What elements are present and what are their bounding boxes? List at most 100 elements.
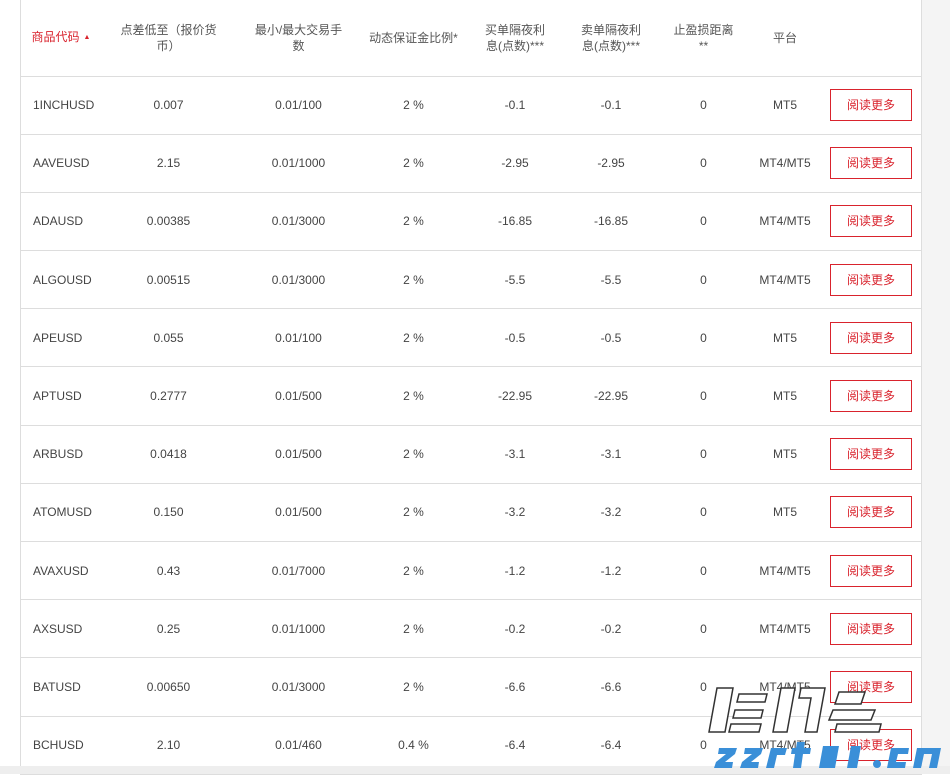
- read-more-button[interactable]: 阅读更多: [830, 554, 912, 587]
- header-spread: 点差低至（报价货币）: [101, 0, 236, 77]
- cell-symbol: AAVEUSD: [21, 134, 101, 193]
- cell-action: 阅读更多: [821, 366, 921, 426]
- cell-platform: MT4/MT5: [749, 250, 821, 310]
- cell-symbol: ATOMUSD: [21, 483, 101, 543]
- cell-stop-level: 0: [658, 76, 749, 135]
- cell-stop-level: 0: [658, 366, 749, 426]
- cell-spread: 0.00650: [101, 657, 236, 717]
- cell-margin: 2 %: [361, 541, 466, 601]
- cell-swap-short: -3.1: [564, 425, 658, 484]
- cell-swap-long: -22.95: [466, 366, 564, 426]
- cell-lots: 0.01/100: [236, 76, 361, 135]
- table-row: ATOMUSD 0.150 0.01/500 2 % -3.2 -3.2 0 MT5 阅读更多: [21, 483, 921, 543]
- read-more-button[interactable]: 阅读更多: [830, 321, 912, 354]
- read-more-button[interactable]: 阅读更多: [830, 263, 912, 296]
- table-row: BATUSD 0.00650 0.01/3000 2 % -6.6 -6.6 0 MT4/MT…: [21, 657, 921, 717]
- header-action: [821, 0, 921, 77]
- cell-platform: MT5: [749, 366, 821, 426]
- cell-symbol: ADAUSD: [21, 192, 101, 252]
- cell-swap-long: -6.6: [466, 657, 564, 717]
- table-row: APEUSD 0.055 0.01/100 2 % -0.5 -0.5 0 MT5 阅读更多: [21, 308, 921, 368]
- cell-lots: 0.01/7000: [236, 541, 361, 601]
- cell-spread: 2.15: [101, 134, 236, 193]
- cell-stop-level: 0: [658, 192, 749, 252]
- cell-swap-short: -3.2: [564, 483, 658, 543]
- cell-stop-level: 0: [658, 425, 749, 484]
- cell-margin: 2 %: [361, 657, 466, 717]
- cell-swap-long: -0.2: [466, 599, 564, 659]
- cell-platform: MT5: [749, 425, 821, 484]
- cell-swap-short: -1.2: [564, 541, 658, 601]
- read-more-button[interactable]: 阅读更多: [830, 89, 912, 122]
- table-row: 1INCHUSD 0.007 0.01/100 2 % -0.1 -0.1 0 MT5 阅读更多: [21, 76, 921, 135]
- cell-stop-level: 0: [658, 250, 749, 310]
- cell-action: 阅读更多: [821, 192, 921, 252]
- scrollbar-track[interactable]: [922, 0, 950, 774]
- cell-action: 阅读更多: [821, 541, 921, 601]
- cell-symbol: AXSUSD: [21, 599, 101, 659]
- cell-margin: 2 %: [361, 134, 466, 193]
- cell-swap-long: -0.5: [466, 308, 564, 368]
- cell-action: 阅读更多: [821, 250, 921, 310]
- read-more-button[interactable]: 阅读更多: [830, 147, 912, 180]
- cell-spread: 0.2777: [101, 366, 236, 426]
- cell-stop-level: 0: [658, 599, 749, 659]
- read-more-button[interactable]: 阅读更多: [830, 729, 912, 762]
- cell-spread: 0.25: [101, 599, 236, 659]
- read-more-button[interactable]: 阅读更多: [830, 205, 912, 238]
- cell-swap-short: -6.6: [564, 657, 658, 717]
- cell-stop-level: 0: [658, 541, 749, 601]
- cell-swap-long: -3.2: [466, 483, 564, 543]
- cell-lots: 0.01/500: [236, 425, 361, 484]
- header-platform: 平台: [749, 0, 821, 77]
- cell-spread: 0.055: [101, 308, 236, 368]
- cell-margin: 2 %: [361, 76, 466, 135]
- cell-platform: MT4/MT5: [749, 192, 821, 252]
- read-more-button[interactable]: 阅读更多: [830, 670, 912, 703]
- header-stop-level: 止盈损距离**: [658, 0, 749, 77]
- table-row: AVAXUSD 0.43 0.01/7000 2 % -1.2 -1.2 0 MT4/MT5 阅…: [21, 541, 921, 601]
- table-row: AAVEUSD 2.15 0.01/1000 2 % -2.95 -2.95 0 MT4/MT…: [21, 134, 921, 193]
- cell-symbol: ALGOUSD: [21, 250, 101, 310]
- cell-swap-long: -2.95: [466, 134, 564, 193]
- header-swap-short: 卖单隔夜利息(点数)***: [564, 0, 658, 77]
- cell-margin: 2 %: [361, 192, 466, 252]
- cell-action: 阅读更多: [821, 425, 921, 484]
- cell-stop-level: 0: [658, 308, 749, 368]
- cell-spread: 0.00515: [101, 250, 236, 310]
- cell-lots: 0.01/1000: [236, 599, 361, 659]
- cell-swap-long: -5.5: [466, 250, 564, 310]
- cell-symbol: APEUSD: [21, 308, 101, 368]
- sort-asc-icon: ▲: [83, 34, 91, 42]
- cell-action: 阅读更多: [821, 657, 921, 717]
- cell-swap-short: -2.95: [564, 134, 658, 193]
- cell-swap-short: -0.5: [564, 308, 658, 368]
- table-row: ADAUSD 0.00385 0.01/3000 2 % -16.85 -16.85 0 MT…: [21, 192, 921, 252]
- horizontal-scrollbar[interactable]: [0, 766, 950, 774]
- read-more-button[interactable]: 阅读更多: [830, 612, 912, 645]
- cell-symbol: BATUSD: [21, 657, 101, 717]
- header-symbol[interactable]: 商品代码 ▲: [21, 0, 101, 77]
- cell-margin: 2 %: [361, 483, 466, 543]
- cell-action: 阅读更多: [821, 76, 921, 135]
- cell-stop-level: 0: [658, 134, 749, 193]
- cell-stop-level: 0: [658, 657, 749, 717]
- cell-spread: 0.150: [101, 483, 236, 543]
- cell-swap-long: -1.2: [466, 541, 564, 601]
- cell-symbol: 1INCHUSD: [21, 76, 101, 135]
- cell-margin: 2 %: [361, 250, 466, 310]
- read-more-button[interactable]: 阅读更多: [830, 438, 912, 471]
- cell-platform: MT4/MT5: [749, 657, 821, 717]
- read-more-button[interactable]: 阅读更多: [830, 496, 912, 529]
- cell-action: 阅读更多: [821, 308, 921, 368]
- cell-lots: 0.01/3000: [236, 657, 361, 717]
- cell-action: 阅读更多: [821, 599, 921, 659]
- cell-swap-short: -0.1: [564, 76, 658, 135]
- cell-symbol: AVAXUSD: [21, 541, 101, 601]
- cell-swap-short: -16.85: [564, 192, 658, 252]
- cell-platform: MT5: [749, 483, 821, 543]
- table-row: ALGOUSD 0.00515 0.01/3000 2 % -5.5 -5.5 0 MT4/M…: [21, 250, 921, 310]
- cell-platform: MT5: [749, 308, 821, 368]
- cell-platform: MT5: [749, 76, 821, 135]
- read-more-button[interactable]: 阅读更多: [830, 380, 912, 413]
